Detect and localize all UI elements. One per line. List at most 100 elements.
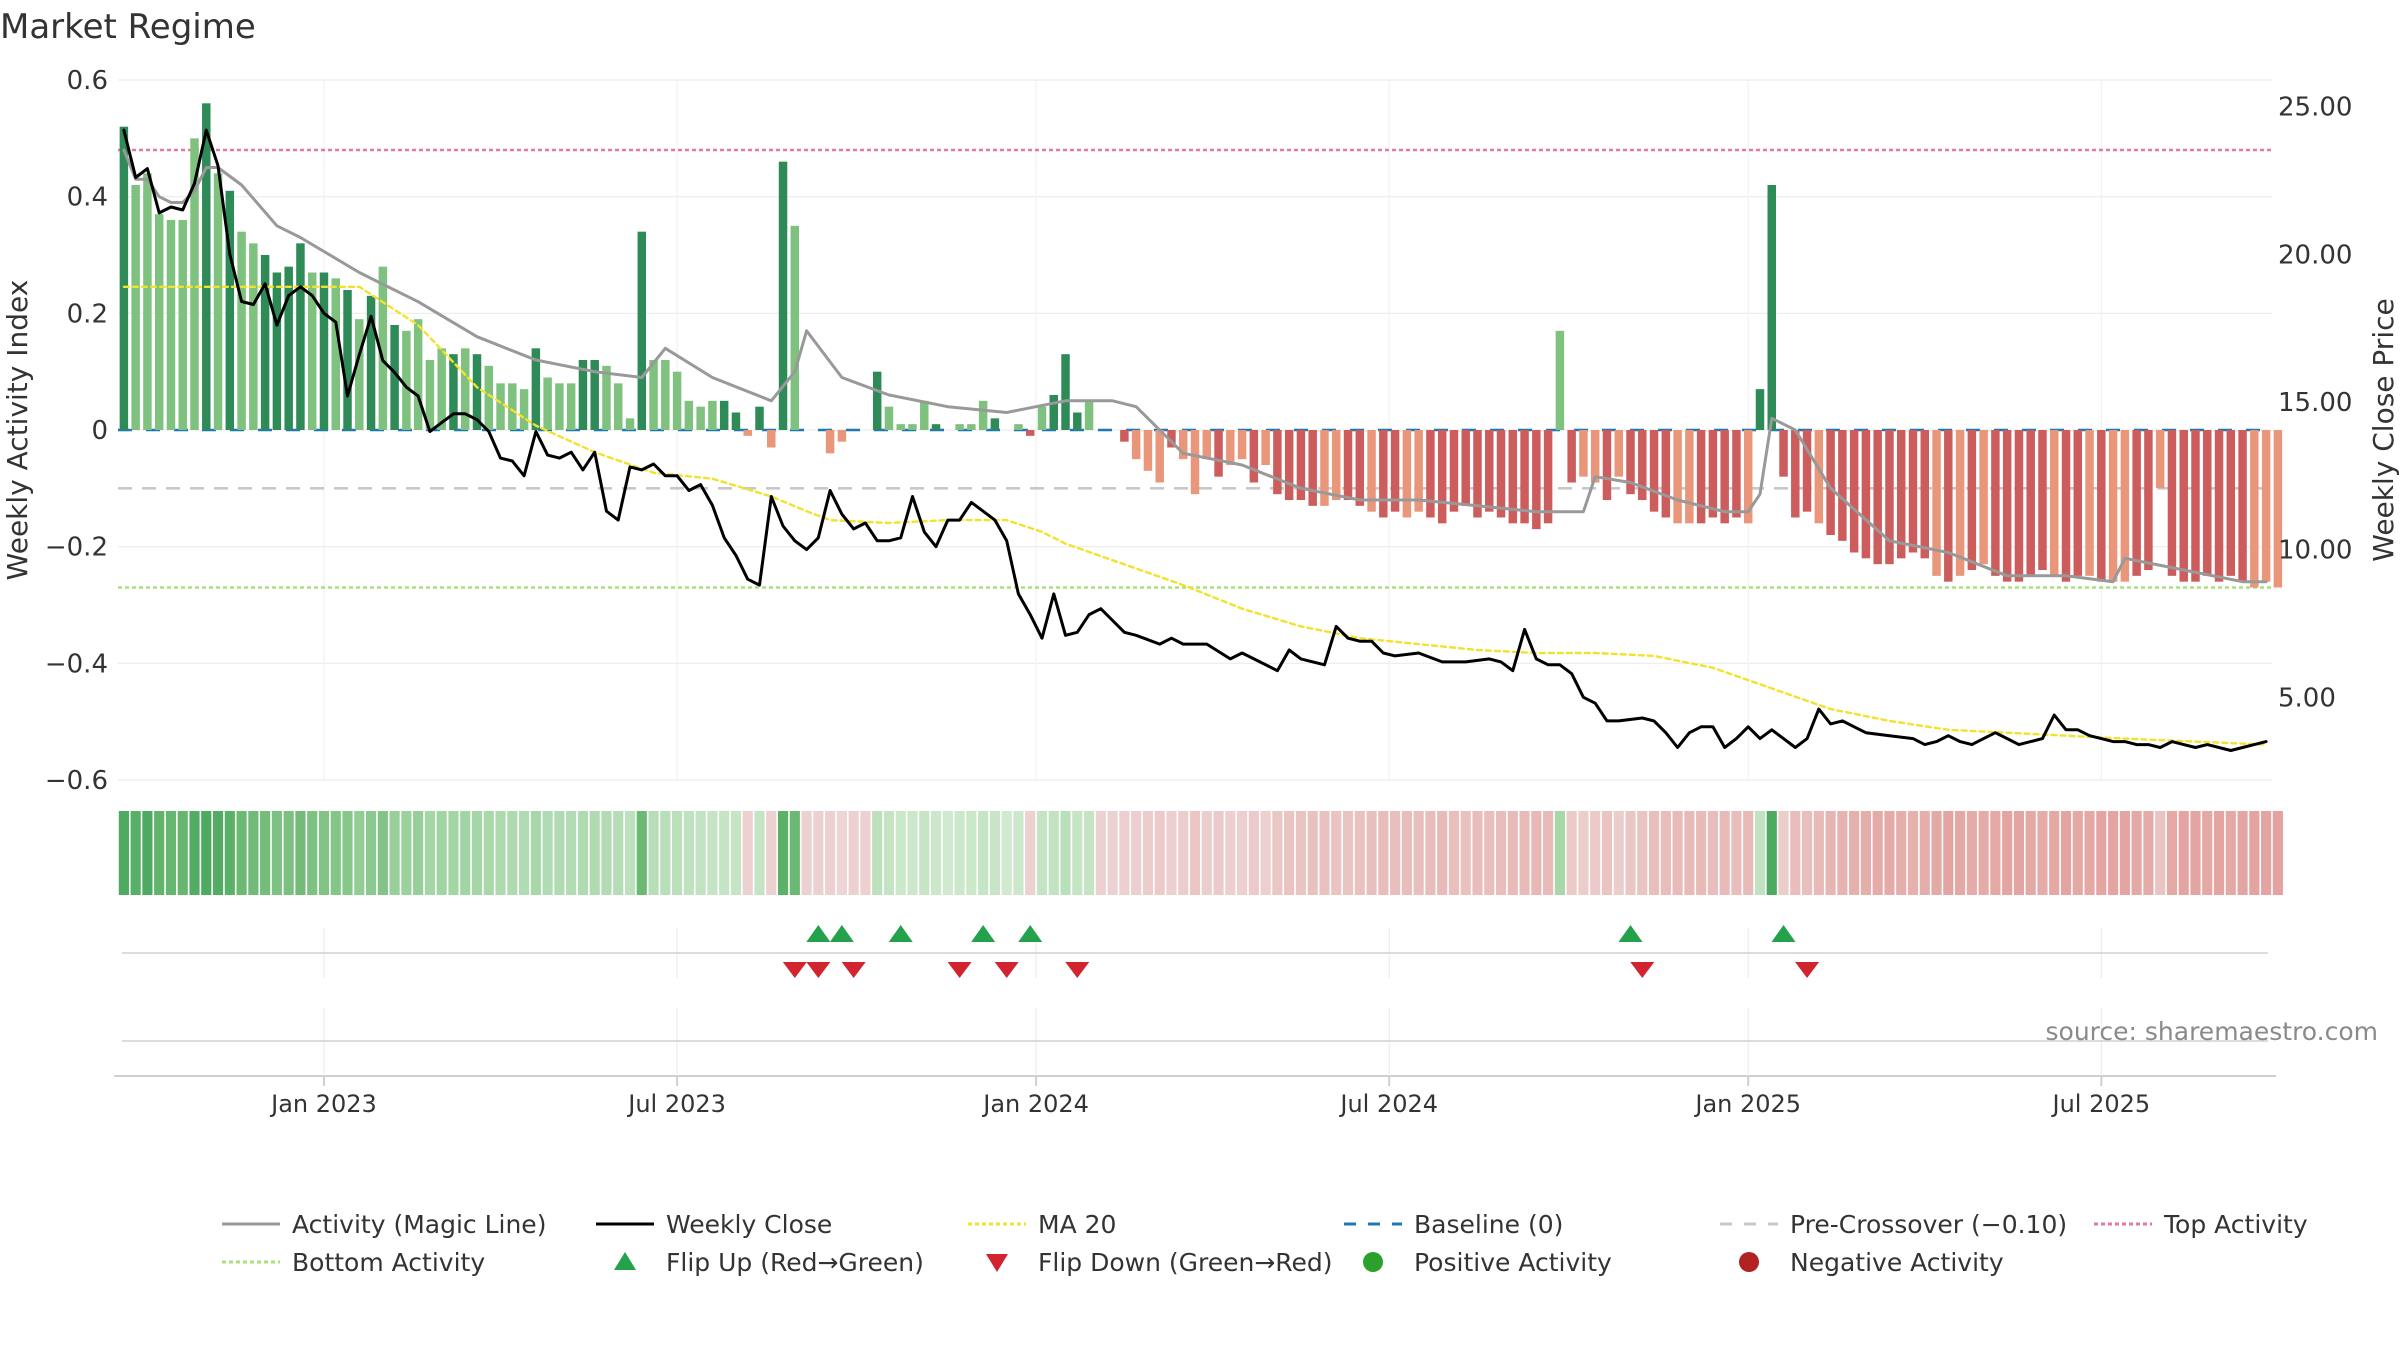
activity-bar xyxy=(1131,430,1141,460)
activity-bar xyxy=(1037,406,1047,430)
regime-cell xyxy=(1119,811,1130,895)
activity-bar xyxy=(1779,430,1788,477)
regime-cell xyxy=(2202,811,2213,895)
left-tick-label: 0.2 xyxy=(67,299,108,329)
legend-swatch xyxy=(1363,1252,1383,1272)
left-tick-label: 0.6 xyxy=(67,66,108,96)
activity-bar xyxy=(2026,430,2035,576)
regime-cell xyxy=(1696,811,1707,895)
x-axis: Jan 2023 Jul 2023 Jan 2024 Jul 2024 Jan 2025… xyxy=(114,1040,2276,1118)
activity-bar xyxy=(767,430,776,448)
activity-bar xyxy=(1944,430,1953,582)
activity-bar xyxy=(2167,430,2177,576)
regime-cell xyxy=(330,811,341,895)
regime-cell xyxy=(1837,811,1848,895)
regime-cell xyxy=(507,811,518,895)
activity-bar xyxy=(2120,430,2130,582)
legend-label: Baseline (0) xyxy=(1414,1210,1563,1239)
regime-cell xyxy=(636,811,647,895)
activity-bar xyxy=(260,255,270,430)
activity-bar xyxy=(1343,430,1353,500)
activity-bar xyxy=(1284,430,1294,500)
regime-cell xyxy=(1154,811,1165,895)
regime-cell xyxy=(1872,811,1883,895)
activity-bar xyxy=(1661,430,1671,518)
regime-cell xyxy=(1978,811,1989,895)
activity-bar xyxy=(1720,430,1729,524)
regime-cell xyxy=(2272,811,2283,895)
regime-cell xyxy=(436,811,447,895)
activity-bar xyxy=(1543,430,1553,524)
legend-label: MA 20 xyxy=(1038,1210,1116,1239)
regime-cell xyxy=(1825,811,1836,895)
activity-bar xyxy=(484,365,494,430)
regime-cell xyxy=(1495,811,1507,895)
activity-bar xyxy=(2061,430,2071,582)
regime-cell xyxy=(1178,811,1189,895)
activity-bar xyxy=(1885,430,1894,565)
activity-bar xyxy=(402,330,411,430)
right-tick-label: 10.00 xyxy=(2278,536,2352,566)
regime-cell xyxy=(1554,811,1565,895)
regime-cell xyxy=(1025,811,1036,895)
left-axis-label: Weekly Activity Index xyxy=(1,280,34,581)
regime-cell xyxy=(283,811,294,895)
legend-label: Flip Down (Green→Red) xyxy=(1038,1248,1333,1277)
regime-cell xyxy=(354,811,365,895)
activity-bar xyxy=(896,424,905,430)
regime-cell xyxy=(2002,811,2013,895)
left-tick-label: −0.6 xyxy=(45,766,108,796)
regime-cell xyxy=(1813,811,1824,895)
flip-down-marker xyxy=(994,962,1019,978)
activity-bar xyxy=(1696,430,1706,524)
regime-cell xyxy=(260,811,271,895)
activity-bar xyxy=(1496,430,1506,518)
regime-cell xyxy=(483,811,494,895)
activity-bar xyxy=(920,400,929,430)
activity-bar xyxy=(1826,430,1835,535)
regime-cell xyxy=(518,811,530,895)
regime-cell xyxy=(1401,811,1412,895)
activity-bar xyxy=(1979,430,1988,565)
regime-cell xyxy=(942,811,953,895)
regime-cell xyxy=(1107,811,1118,895)
legend-item: Pre-Crossover (−0.10) xyxy=(1720,1210,2067,1239)
activity-bar xyxy=(1532,430,1541,530)
legend-item: Bottom Activity xyxy=(222,1248,485,1277)
activity-bar xyxy=(2108,430,2118,582)
regime-cell xyxy=(1896,811,1907,895)
flip-up-marker xyxy=(1771,925,1796,942)
regime-cell xyxy=(271,811,282,895)
activity-bar xyxy=(1320,430,1329,506)
activity-bar xyxy=(2097,430,2106,582)
activity-bar xyxy=(1414,430,1423,512)
regime-cell xyxy=(2155,811,2166,895)
regime-cell xyxy=(495,811,506,895)
regime-cell xyxy=(1766,811,1777,895)
regime-cell xyxy=(860,811,871,895)
activity-bar xyxy=(2261,430,2271,582)
right-axis-ticks: 25.00 20.00 15.00 10.00 5.00 xyxy=(2278,93,2352,714)
regime-cell xyxy=(1613,811,1624,895)
activity-bar xyxy=(119,126,129,431)
regime-cell xyxy=(1366,811,1377,895)
regime-cell xyxy=(848,811,859,895)
series-lines xyxy=(122,128,2268,752)
regime-cell xyxy=(1083,811,1095,895)
right-tick-label: 20.00 xyxy=(2278,240,2352,270)
regime-cell xyxy=(2213,811,2225,895)
regime-cell xyxy=(566,811,577,895)
regime-cell xyxy=(1778,811,1789,895)
regime-cell xyxy=(2178,811,2189,895)
activity-bar xyxy=(508,383,517,430)
activity-bar xyxy=(225,190,235,430)
activity-bar xyxy=(1249,430,1259,483)
regime-cell xyxy=(789,811,800,895)
activity-bar xyxy=(2002,430,2012,582)
activity-bar xyxy=(2238,430,2247,582)
flip-up-marker xyxy=(1018,925,1043,942)
activity-bar xyxy=(778,161,788,430)
regime-cell xyxy=(2119,811,2130,895)
regime-cell xyxy=(1048,811,1059,895)
regime-cell xyxy=(1272,811,1283,895)
